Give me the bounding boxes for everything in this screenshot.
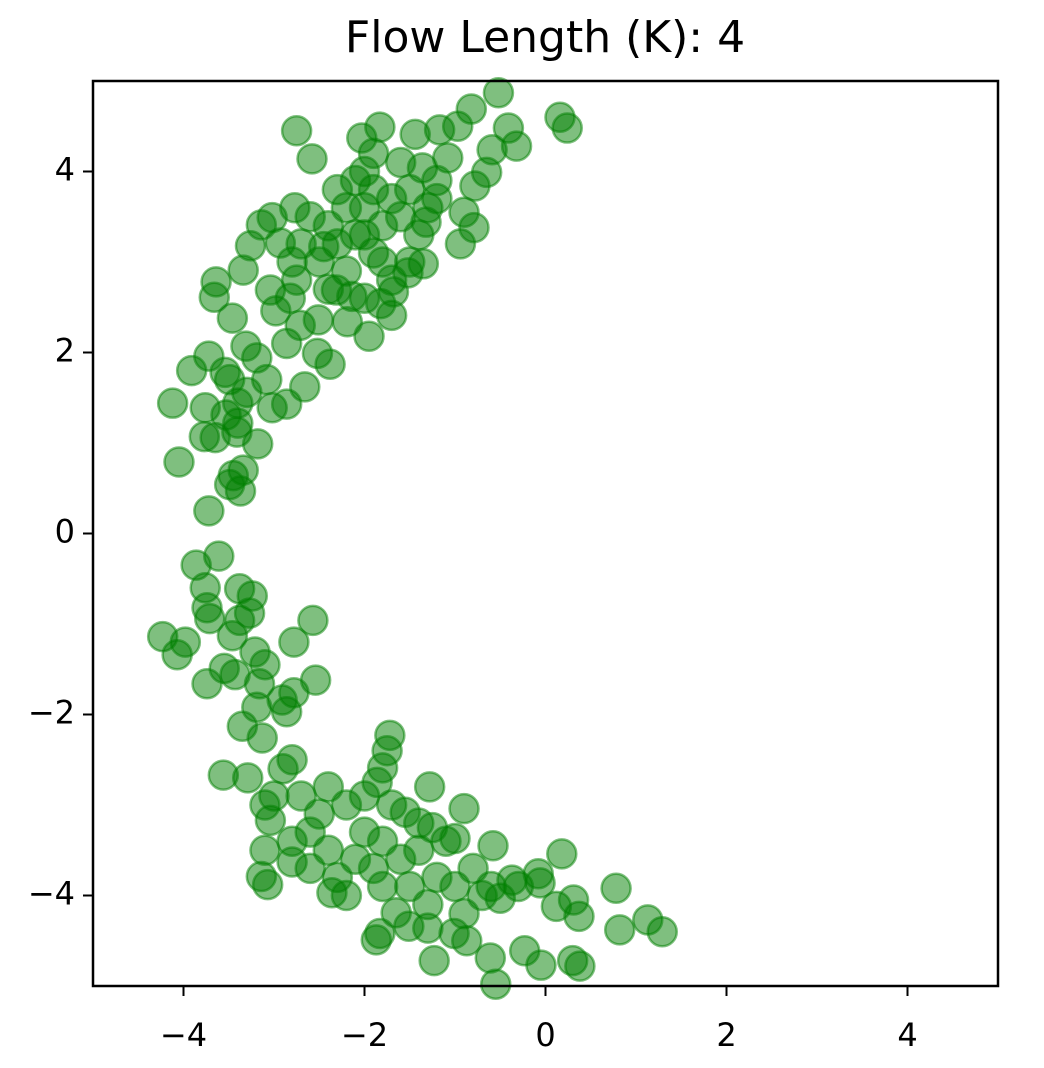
scatter-point [479, 968, 512, 1000]
scatter-point [312, 771, 345, 803]
scatter-point [249, 789, 281, 821]
scatter-point [551, 112, 583, 144]
scatter-point [276, 744, 308, 776]
plot-area [146, 77, 678, 1000]
scatter-point [321, 173, 354, 206]
scatter-point [294, 852, 326, 885]
scatter-point [302, 304, 335, 336]
scatter-point [297, 604, 329, 637]
scatter-point [294, 201, 326, 233]
scatter-point [278, 626, 310, 658]
scatter-point [394, 246, 426, 278]
y-tick-label: −2 [28, 694, 75, 732]
scatter-point [312, 273, 345, 305]
scatter-point [216, 302, 249, 334]
scatter-point [412, 191, 444, 224]
y-tick-label: 2 [55, 332, 75, 370]
scatter-point [403, 219, 435, 251]
scatter-point [270, 696, 303, 728]
scatter-point [241, 342, 273, 374]
scatter-point [270, 327, 303, 360]
scatter-point [216, 620, 249, 652]
scatter-point [403, 834, 435, 866]
scatter-point [249, 834, 281, 866]
scatter-point [475, 870, 507, 903]
scatter-point [161, 639, 193, 671]
scatter-point [448, 196, 480, 228]
scatter-point [603, 914, 636, 946]
scatter-point [380, 896, 412, 929]
scatter-point [430, 825, 462, 857]
scatter-point [564, 950, 596, 982]
scatter-point [156, 387, 189, 419]
scatter-point [348, 282, 381, 314]
scatter-point [163, 446, 195, 478]
scatter-point [280, 115, 313, 147]
x-tick-label: −2 [341, 1016, 388, 1054]
scatter-point [360, 924, 393, 956]
scatter-point [193, 495, 225, 527]
scatter-point [256, 391, 288, 424]
scatter-point [246, 722, 278, 754]
scatter-point [421, 164, 453, 197]
scatter-point [418, 944, 450, 977]
scatter-point [413, 771, 446, 803]
scatter-point [366, 870, 399, 903]
scatter-point [330, 879, 363, 912]
scatter-point [285, 780, 317, 812]
chart-title: Flow Length (K): 4 [345, 12, 745, 63]
scatter-point [232, 762, 264, 794]
x-tick-label: 2 [716, 1016, 736, 1054]
scatter-point [384, 146, 417, 179]
scatter-point [276, 825, 308, 857]
scatter-point [348, 780, 381, 812]
scatter-point [412, 888, 444, 921]
scatter-point [296, 143, 328, 175]
scatter-point [339, 843, 372, 876]
axes-frame [91, 79, 1000, 988]
scatter-point [448, 897, 480, 930]
scatter-point [502, 870, 535, 903]
y-tick-label: 4 [55, 151, 75, 189]
scatter-point [600, 872, 632, 905]
scatter-point [191, 667, 223, 700]
scatter-point [525, 949, 557, 981]
x-tick-label: −4 [160, 1016, 207, 1054]
y-tick-label: −4 [28, 875, 75, 913]
scatter-point [563, 900, 595, 933]
scatter-point [245, 860, 278, 893]
scatter-point [222, 407, 254, 439]
scatter-point [203, 540, 235, 572]
scatter-point [399, 118, 431, 151]
scatter-point [188, 420, 221, 453]
scatter-point [477, 829, 509, 862]
x-tick-label: 0 [535, 1016, 555, 1054]
scatter-point [470, 156, 503, 189]
scatter-point [357, 137, 390, 170]
scatter-point [403, 807, 435, 839]
scatter-point [375, 789, 408, 821]
scatter-point [546, 838, 578, 870]
scatter-point [301, 337, 334, 370]
scatter-point [217, 459, 250, 492]
scatter-point [646, 915, 678, 948]
scatter-point [348, 219, 381, 251]
scatter-point [482, 77, 515, 109]
x-tick-label: 4 [897, 1016, 917, 1054]
scatter-point [200, 266, 232, 298]
scatter-point [276, 246, 308, 278]
scatter-point [353, 320, 385, 352]
scatter-point [448, 792, 480, 825]
y-tick-label: 0 [55, 513, 75, 551]
